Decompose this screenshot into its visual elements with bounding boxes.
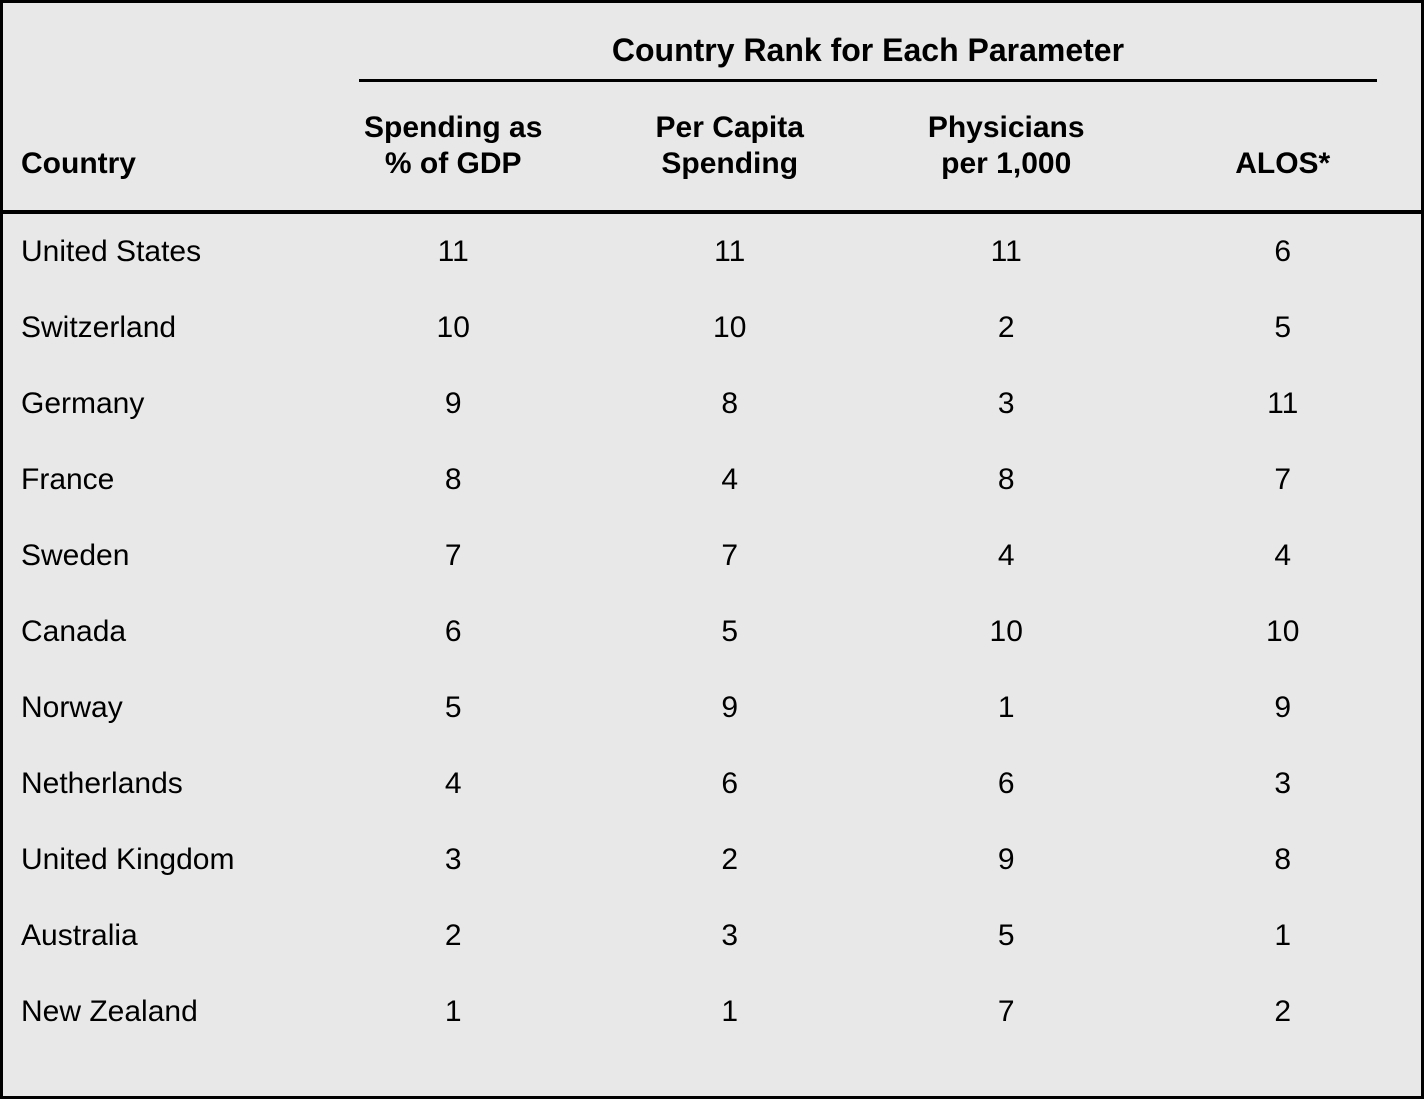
cell-spending-gdp: 8 [315, 442, 592, 518]
table-row: Netherlands4663 [3, 746, 1421, 822]
col-header-spending-gdp-line1: Spending as [364, 111, 542, 144]
table-header-columns-row: Country Spending as % of GDP Per Capita … [3, 100, 1421, 212]
cell-spending-gdp: 2 [315, 898, 592, 974]
cell-per-capita: 3 [591, 898, 868, 974]
table-row: Australia2351 [3, 898, 1421, 974]
cell-spending-gdp: 6 [315, 594, 592, 670]
cell-per-capita: 9 [591, 670, 868, 746]
cell-alos: 5 [1144, 290, 1421, 366]
cell-physicians: 4 [868, 518, 1145, 594]
cell-per-capita: 8 [591, 366, 868, 442]
table-row: France8487 [3, 442, 1421, 518]
cell-physicians: 1 [868, 670, 1145, 746]
cell-country: Switzerland [3, 290, 315, 366]
cell-spending-gdp: 7 [315, 518, 592, 594]
col-header-physicians-line2: per 1,000 [941, 147, 1071, 180]
table-row: Switzerland101025 [3, 290, 1421, 366]
cell-physicians: 11 [868, 212, 1145, 290]
cell-per-capita: 11 [591, 212, 868, 290]
col-header-alos: ALOS* [1144, 100, 1421, 212]
cell-per-capita: 7 [591, 518, 868, 594]
table-row: Sweden7744 [3, 518, 1421, 594]
cell-country: France [3, 442, 315, 518]
cell-country: United Kingdom [3, 822, 315, 898]
table-row: United Kingdom3298 [3, 822, 1421, 898]
cell-alos: 2 [1144, 974, 1421, 1050]
cell-spending-gdp: 4 [315, 746, 592, 822]
rank-table-body: United States1111116Switzerland101025Ger… [3, 212, 1421, 1050]
table-row: New Zealand1172 [3, 974, 1421, 1050]
cell-physicians: 10 [868, 594, 1145, 670]
cell-spending-gdp: 11 [315, 212, 592, 290]
cell-physicians: 8 [868, 442, 1145, 518]
col-header-per-capita-line1: Per Capita [656, 111, 804, 144]
header-blank-cell [3, 3, 315, 100]
cell-per-capita: 2 [591, 822, 868, 898]
cell-per-capita: 1 [591, 974, 868, 1050]
col-header-per-capita: Per Capita Spending [591, 100, 868, 212]
cell-spending-gdp: 5 [315, 670, 592, 746]
cell-spending-gdp: 1 [315, 974, 592, 1050]
col-header-country: Country [3, 100, 315, 212]
cell-physicians: 7 [868, 974, 1145, 1050]
cell-spending-gdp: 3 [315, 822, 592, 898]
cell-alos: 6 [1144, 212, 1421, 290]
rank-table: Country Rank for Each Parameter Country … [3, 3, 1421, 1050]
col-header-spending-gdp-line2: % of GDP [385, 147, 522, 180]
col-header-spending-gdp: Spending as % of GDP [315, 100, 592, 212]
cell-alos: 9 [1144, 670, 1421, 746]
cell-country: Germany [3, 366, 315, 442]
cell-country: Australia [3, 898, 315, 974]
cell-alos: 7 [1144, 442, 1421, 518]
cell-spending-gdp: 9 [315, 366, 592, 442]
header-spanner-cell: Country Rank for Each Parameter [315, 3, 1421, 100]
cell-alos: 8 [1144, 822, 1421, 898]
cell-spending-gdp: 10 [315, 290, 592, 366]
table-row: United States1111116 [3, 212, 1421, 290]
cell-per-capita: 10 [591, 290, 868, 366]
table-row: Germany98311 [3, 366, 1421, 442]
cell-alos: 3 [1144, 746, 1421, 822]
cell-country: United States [3, 212, 315, 290]
cell-country: Canada [3, 594, 315, 670]
cell-alos: 10 [1144, 594, 1421, 670]
cell-physicians: 6 [868, 746, 1145, 822]
col-header-physicians: Physicians per 1,000 [868, 100, 1145, 212]
cell-per-capita: 5 [591, 594, 868, 670]
col-header-physicians-line1: Physicians [928, 111, 1085, 144]
cell-alos: 11 [1144, 366, 1421, 442]
cell-country: Netherlands [3, 746, 315, 822]
table-row: Norway5919 [3, 670, 1421, 746]
cell-physicians: 2 [868, 290, 1145, 366]
cell-per-capita: 4 [591, 442, 868, 518]
col-header-per-capita-line2: Spending [661, 147, 798, 180]
cell-country: Norway [3, 670, 315, 746]
cell-per-capita: 6 [591, 746, 868, 822]
cell-alos: 1 [1144, 898, 1421, 974]
table-row: Canada651010 [3, 594, 1421, 670]
cell-country: New Zealand [3, 974, 315, 1050]
cell-physicians: 3 [868, 366, 1145, 442]
table-header-spanner-row: Country Rank for Each Parameter [3, 3, 1421, 100]
cell-physicians: 9 [868, 822, 1145, 898]
rank-table-container: Country Rank for Each Parameter Country … [3, 3, 1421, 1096]
cell-country: Sweden [3, 518, 315, 594]
header-spanner-text: Country Rank for Each Parameter [359, 31, 1377, 82]
cell-physicians: 5 [868, 898, 1145, 974]
cell-alos: 4 [1144, 518, 1421, 594]
